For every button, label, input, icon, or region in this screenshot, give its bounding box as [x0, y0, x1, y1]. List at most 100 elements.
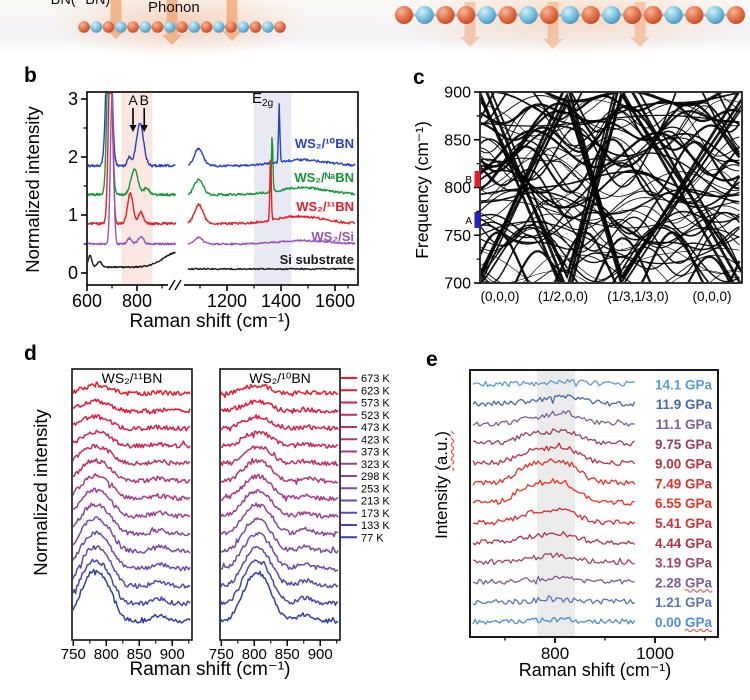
kpoint-label: (1/2,0,0): [538, 289, 588, 304]
temperature-curve: [221, 502, 339, 538]
axis-break-mark: [168, 279, 176, 291]
pressure-label: 4.44 GPa: [655, 536, 713, 551]
nitrogen-atom: [706, 6, 725, 24]
pressure-curve: [472, 507, 636, 526]
temperature-curve: [221, 545, 339, 589]
pressure-curve: [472, 442, 636, 467]
boron-atom: [176, 21, 188, 33]
pressure-curve: [472, 616, 636, 625]
spectrum-curve: [88, 94, 177, 246]
phonon-band: [481, 198, 740, 241]
legend-label: 323 K: [361, 459, 390, 471]
x-tick-label: 800: [541, 644, 569, 660]
pressure-label: 5.41 GPa: [655, 516, 713, 531]
boron-atom: [78, 21, 90, 33]
phonon-arrow: [222, 0, 242, 41]
nitrogen-atom: [664, 6, 683, 24]
legend-label: 173 K: [361, 508, 390, 520]
boron-atom: [498, 6, 517, 24]
spectrum-curve: [88, 251, 176, 269]
x-tick-label: 800: [242, 646, 267, 660]
nitrogen-atom: [188, 21, 201, 33]
legend-label: 253 K: [361, 483, 390, 495]
nitrogen-atom: [261, 21, 274, 33]
temperature-curve: [73, 473, 191, 502]
boron-atom: [225, 21, 237, 33]
temperature-curve: [73, 398, 191, 415]
pressure-curve: [472, 575, 635, 585]
chart-e-y-axis-title: Intensity (a.u.): [432, 390, 452, 580]
chart-b-y-axis-title: Normalized intensity: [22, 106, 43, 273]
y-tick-label: 1: [68, 205, 78, 225]
x-tick-label: 1400: [261, 291, 301, 311]
chart-e-y-axis-title-text: Intensity: [432, 470, 451, 539]
boron-atom: [540, 6, 559, 24]
legend-label: 133 K: [361, 520, 390, 532]
pressure-curve: [472, 378, 635, 388]
boron-atom: [395, 6, 413, 24]
temperature-curve: [73, 516, 191, 554]
phonon-band: [481, 93, 735, 282]
temperature-curve: [221, 445, 339, 467]
nitrogen-atom: [212, 21, 225, 33]
mode-marker-label: A: [465, 216, 472, 227]
mode-marker-label: B: [465, 175, 472, 186]
nitrogen-atom: [139, 21, 152, 33]
chart-e: 0.00 GPa 1.21 GPa 2.28 GPa 3.19 GPa 4.44 GPa…: [469, 369, 719, 660]
pressure-curve: [472, 552, 635, 566]
nitrogen-atom: [519, 6, 538, 24]
nitrogen-atom: [237, 21, 250, 33]
y-tick-label: 2: [68, 147, 78, 167]
pressure-label: 9.75 GPa: [655, 437, 713, 452]
phonon-band: [481, 93, 741, 279]
pressure-label: 7.49 GPa: [655, 476, 713, 491]
boron-atom: [102, 21, 115, 33]
phonon-band: [481, 95, 740, 131]
axis-break-mark: [174, 279, 182, 291]
legend-label: 298 K: [361, 471, 390, 483]
phonon-band: [481, 221, 740, 265]
e2g-annotation: E2g: [252, 90, 273, 109]
chart-c-y-axis-title: Frequency (cm⁻¹): [412, 121, 432, 259]
panel-letter-d: d: [24, 342, 37, 365]
x-tick-label: 800: [94, 646, 119, 660]
temperature-curve: [221, 570, 339, 624]
phonon-band: [481, 221, 740, 270]
chart-d-y-axis-title: Normalized intensity: [30, 409, 51, 576]
temperature-curve: [73, 381, 191, 397]
chart-d: 750 800 850 900 WS₂/¹¹BN 750 800 850 900 WS₂/¹⁰BN…: [61, 368, 390, 660]
nitrogen-atom: [415, 6, 434, 24]
nitrogen-atom: [561, 6, 579, 24]
phonon-band: [481, 270, 740, 282]
phonon-band: [481, 219, 740, 253]
series-label: WS₂/¹⁰BN: [295, 136, 354, 151]
temperature-curve: [221, 473, 339, 502]
phonon-band: [544, 93, 723, 107]
chart-e-x-axis-title: Raman shift (cm⁻¹): [518, 660, 672, 680]
legend-label: 623 K: [361, 385, 390, 397]
x-tick-label: 1000: [636, 644, 674, 660]
phonon-band: [481, 199, 740, 229]
temperature-curve: [73, 502, 191, 537]
boron-atom: [623, 6, 642, 24]
phonon-band: [481, 231, 741, 282]
boron-atom: [457, 6, 476, 24]
series-label: Si substrate: [280, 252, 354, 267]
temperature-curve: [221, 399, 339, 415]
pressure-curve: [472, 410, 635, 427]
temperature-curve: [73, 568, 191, 624]
y-tick-label: 850: [445, 132, 471, 149]
y-tick-label: 0: [68, 263, 78, 283]
panel-a-phonon-label: Phonon: [148, 0, 200, 16]
pressure-label: 1.21 GPa: [655, 595, 713, 610]
temperature-curve: [73, 443, 191, 467]
y-tick-label: 750: [445, 228, 471, 245]
x-tick-label: 1200: [207, 291, 247, 311]
chart-d-x-axis-title: Raman shift (cm⁻¹): [129, 659, 291, 680]
phonon-arrow: [162, 0, 182, 45]
y-tick-label: 700: [445, 276, 471, 293]
phonon-band: [481, 248, 740, 282]
x-tick-label: 900: [308, 646, 333, 660]
legend-label: 523 K: [361, 410, 390, 422]
peak-annotation: B: [140, 92, 149, 108]
